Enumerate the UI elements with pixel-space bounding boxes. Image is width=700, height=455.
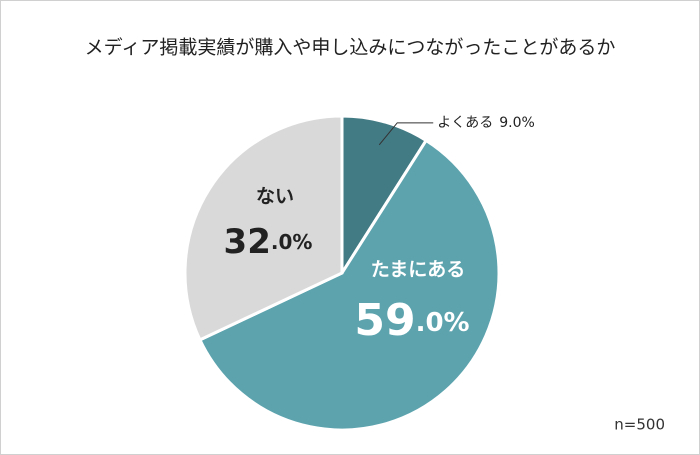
pie-slice xyxy=(340,114,429,279)
category-label: たまにある xyxy=(371,259,465,281)
pie-slice xyxy=(183,114,344,342)
value-label-main: 32 xyxy=(224,222,271,262)
value-label-decimal: .0% xyxy=(271,230,313,254)
sample-size-note: n=500 xyxy=(614,416,665,434)
category-label: ない xyxy=(256,186,294,208)
category-label: よくある xyxy=(437,115,493,131)
leader-line xyxy=(378,122,434,146)
value-label: 9.0% xyxy=(499,115,535,131)
value-label-main: 59 xyxy=(354,295,415,346)
chart-title: メディア掲載実績が購入や申し込みにつながったことがあるか xyxy=(85,37,616,59)
value-label: 32.0% xyxy=(224,222,313,262)
value-label-decimal: .0% xyxy=(416,308,470,338)
value-label: 59.0% xyxy=(354,295,469,346)
pie-slice xyxy=(197,138,501,432)
